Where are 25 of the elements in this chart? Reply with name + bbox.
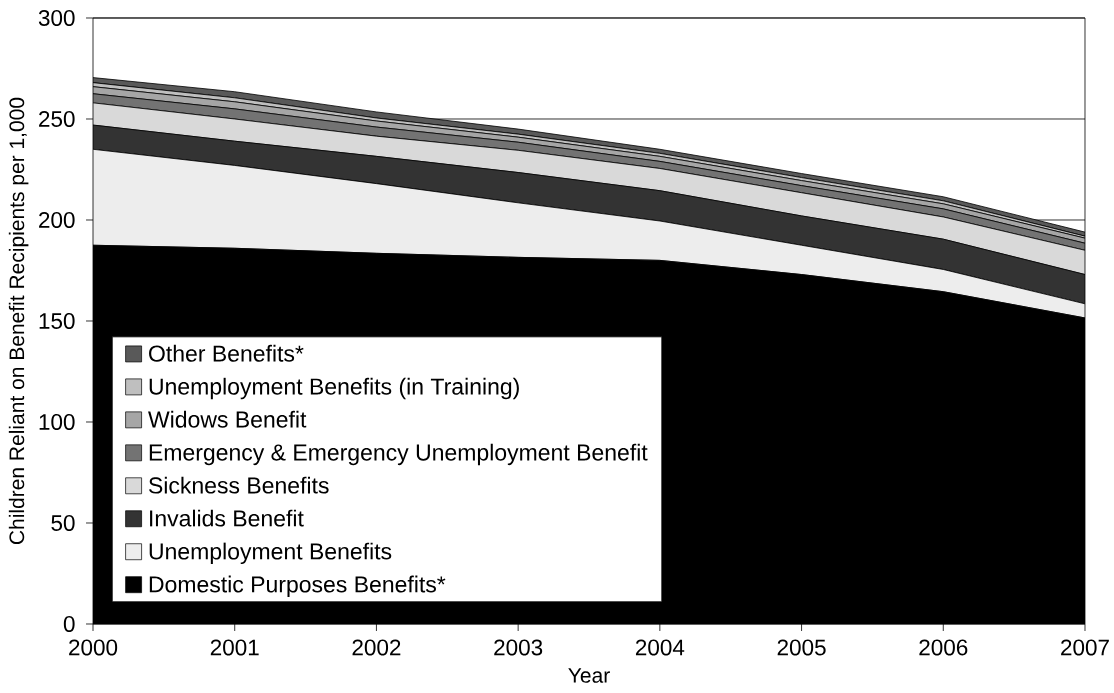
legend-label: Widows Benefit [148,410,307,428]
legend-label: Unemployment Benefits (in Training) [149,377,519,400]
legend-label: Domestic Purposes Benefits* [149,575,446,598]
legend-label: Other Benefits* [149,344,304,362]
x-tick-label: 2006 [919,639,968,656]
y-tick-label: 0 [63,616,75,632]
x-tick-label: 2007 [1061,639,1109,656]
legend-label: Invalids Benefit [150,509,304,527]
legend-label: Emergency & Emergency Unemployment Benefit [149,443,648,466]
x-tick-label: 2000 [69,639,118,656]
y-tick-label: 100 [39,414,75,430]
y-axis-title: Children Reliant on Benefit Recipients per 1,000 [8,97,29,545]
x-tick-label: 2005 [777,639,826,656]
legend-label: Unemployment Benefits [149,542,392,565]
y-tick-label: 50 [51,515,75,531]
y-tick-label: 250 [39,111,75,127]
x-tick-label: 2004 [635,639,685,656]
x-axis-title: Year [568,668,610,683]
x-tick-label: 2003 [494,639,543,656]
x-tick-label: 2002 [352,639,401,656]
y-tick-label: 300 [38,10,75,26]
y-tick-label: 150 [39,313,75,329]
x-tick-label: 2001 [210,639,259,656]
y-tick-label: 200 [39,212,75,228]
legend-label: Sickness Benefits [149,476,329,494]
